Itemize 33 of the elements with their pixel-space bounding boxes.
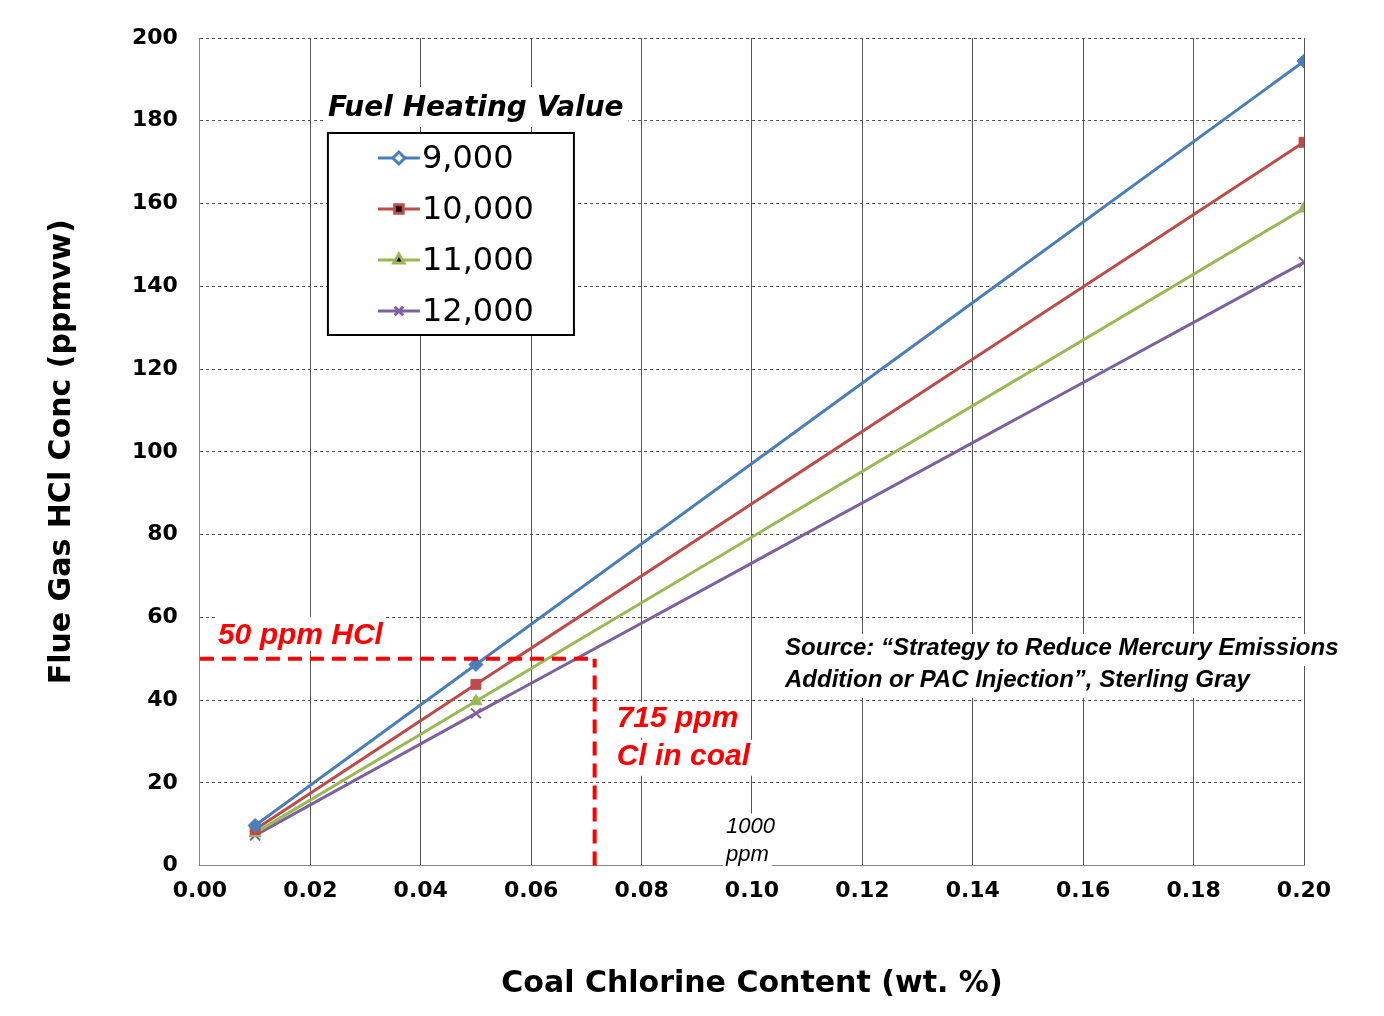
x-tick-label: 0.06 <box>504 876 559 902</box>
y-tick-label: 40 <box>147 685 178 711</box>
x-axis-title: Coal Chlorine Content (wt. %) <box>501 963 1003 999</box>
y-tick-label: 80 <box>147 520 178 546</box>
x-tick-label: 0.14 <box>945 876 1000 902</box>
y-tick-label: 60 <box>147 603 178 629</box>
y-tick-label: 140 <box>131 272 178 297</box>
y-axis-title: Flue Gas HCl Conc (ppmvw) <box>41 219 77 685</box>
y-tick-label: 0 <box>162 851 178 877</box>
x-tick-label: 0.10 <box>724 876 780 902</box>
legend-label: 12,000 <box>421 291 534 330</box>
y-tick-label: 180 <box>131 106 178 132</box>
annotation: 1000 ppm <box>724 812 776 866</box>
x-tick-label: 0.12 <box>835 876 890 902</box>
y-tick-label: 20 <box>147 768 178 794</box>
annotation: Source: “Strategy to Reduce Mercury Emissions Addition or PAC Injection”, Sterling Gray <box>784 632 1339 692</box>
x-tick-label: 0.08 <box>614 876 669 902</box>
legend-title: Fuel Heating Value <box>327 90 624 124</box>
ref-line-label: 50 ppm HCl <box>217 616 384 650</box>
legend-label: 9,000 <box>421 138 514 177</box>
y-tick-label: 100 <box>131 437 178 463</box>
x-tick-label: 0.16 <box>1056 876 1111 902</box>
y-tick-label: 200 <box>131 23 178 49</box>
x-tick-label: 0.20 <box>1276 876 1332 902</box>
ref-line-label: 715 ppm Cl in coal <box>616 699 751 771</box>
x-tick-label: 0.18 <box>1166 876 1221 902</box>
x-tick-label: 0.02 <box>283 876 338 902</box>
legend-label: 10,000 <box>421 189 534 228</box>
y-tick-label: 120 <box>131 354 178 380</box>
legend-label: 11,000 <box>421 240 534 279</box>
x-tick-label: 0.04 <box>393 876 448 902</box>
y-tick-label: 160 <box>131 189 178 215</box>
x-tick-label: 0.00 <box>172 876 228 902</box>
